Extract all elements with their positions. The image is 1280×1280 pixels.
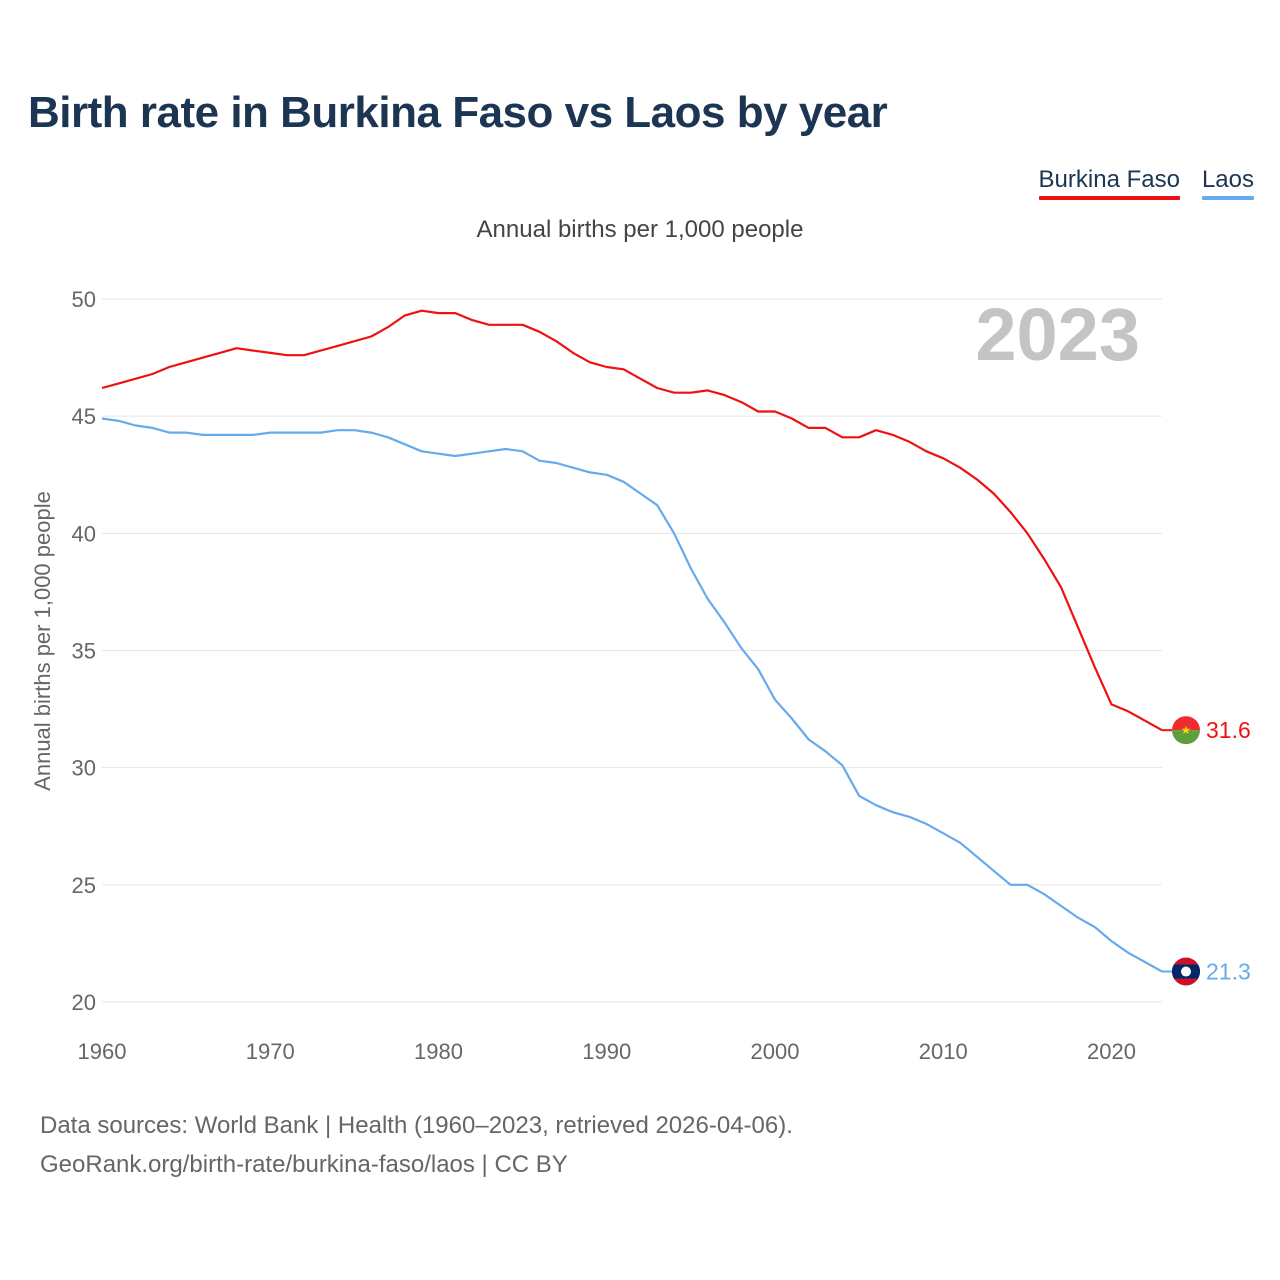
y-tick-30: 30 (72, 756, 96, 781)
end-markers: 31.6 21.3 (1162, 716, 1251, 986)
y-tick-45: 45 (72, 404, 96, 429)
legend: Burkina Faso Laos (1038, 166, 1254, 200)
footer-sources: Data sources: World Bank | Health (1960–… (40, 1112, 793, 1139)
flag-burkina-faso-icon (1172, 716, 1200, 745)
series-line-burkina-faso (101, 309, 1163, 732)
x-tick-2010: 2010 (919, 1039, 968, 1064)
legend-label-laos: Laos (1201, 166, 1254, 193)
footer-attribution[interactable]: GeoRank.org/birth-rate/burkina-faso/laos… (40, 1151, 568, 1178)
legend-label-burkina-faso: Burkina Faso (1038, 166, 1180, 193)
legend-item-burkina-faso[interactable]: Burkina Faso (1038, 166, 1180, 200)
legend-swatch-burkina-faso (1038, 196, 1180, 200)
x-tick-2020: 2020 (1087, 1039, 1136, 1064)
y-tick-40: 40 (72, 521, 96, 546)
x-tick-1970: 1970 (246, 1039, 295, 1064)
gridlines (102, 298, 1162, 1003)
legend-swatch-laos (1201, 196, 1254, 200)
x-axis-ticks: 1960 1970 1980 1990 2000 2010 2020 (78, 1039, 1136, 1064)
end-label-burkina-faso: 31.6 (1206, 717, 1251, 743)
y-tick-20: 20 (72, 990, 96, 1015)
legend-item-laos[interactable]: Laos (1201, 166, 1254, 200)
series-lines (101, 309, 1163, 973)
series-line-laos (101, 417, 1163, 973)
flag-laos-icon (1172, 957, 1200, 986)
y-axis-ticks: 20 25 30 35 40 45 50 (72, 287, 96, 1015)
x-tick-2000: 2000 (751, 1039, 800, 1064)
x-tick-1960: 1960 (78, 1039, 127, 1064)
x-tick-1980: 1980 (414, 1039, 463, 1064)
x-tick-1990: 1990 (582, 1039, 631, 1064)
line-chart: 20 25 30 35 40 45 50 1960 1970 1980 1990 2000 2010 2… (30, 287, 1251, 1064)
chart-title: Birth rate in Burkina Faso vs Laos by ye… (28, 88, 888, 137)
y-tick-35: 35 (72, 639, 96, 664)
y-axis-label: Annual births per 1,000 people (30, 491, 55, 791)
end-label-laos: 21.3 (1206, 959, 1251, 985)
y-tick-50: 50 (72, 287, 96, 312)
y-tick-25: 25 (72, 873, 96, 898)
chart-subtitle: Annual births per 1,000 people (476, 216, 804, 243)
year-watermark: 2023 (975, 293, 1140, 376)
footer: Data sources: World Bank | Health (1960–… (40, 1106, 793, 1184)
